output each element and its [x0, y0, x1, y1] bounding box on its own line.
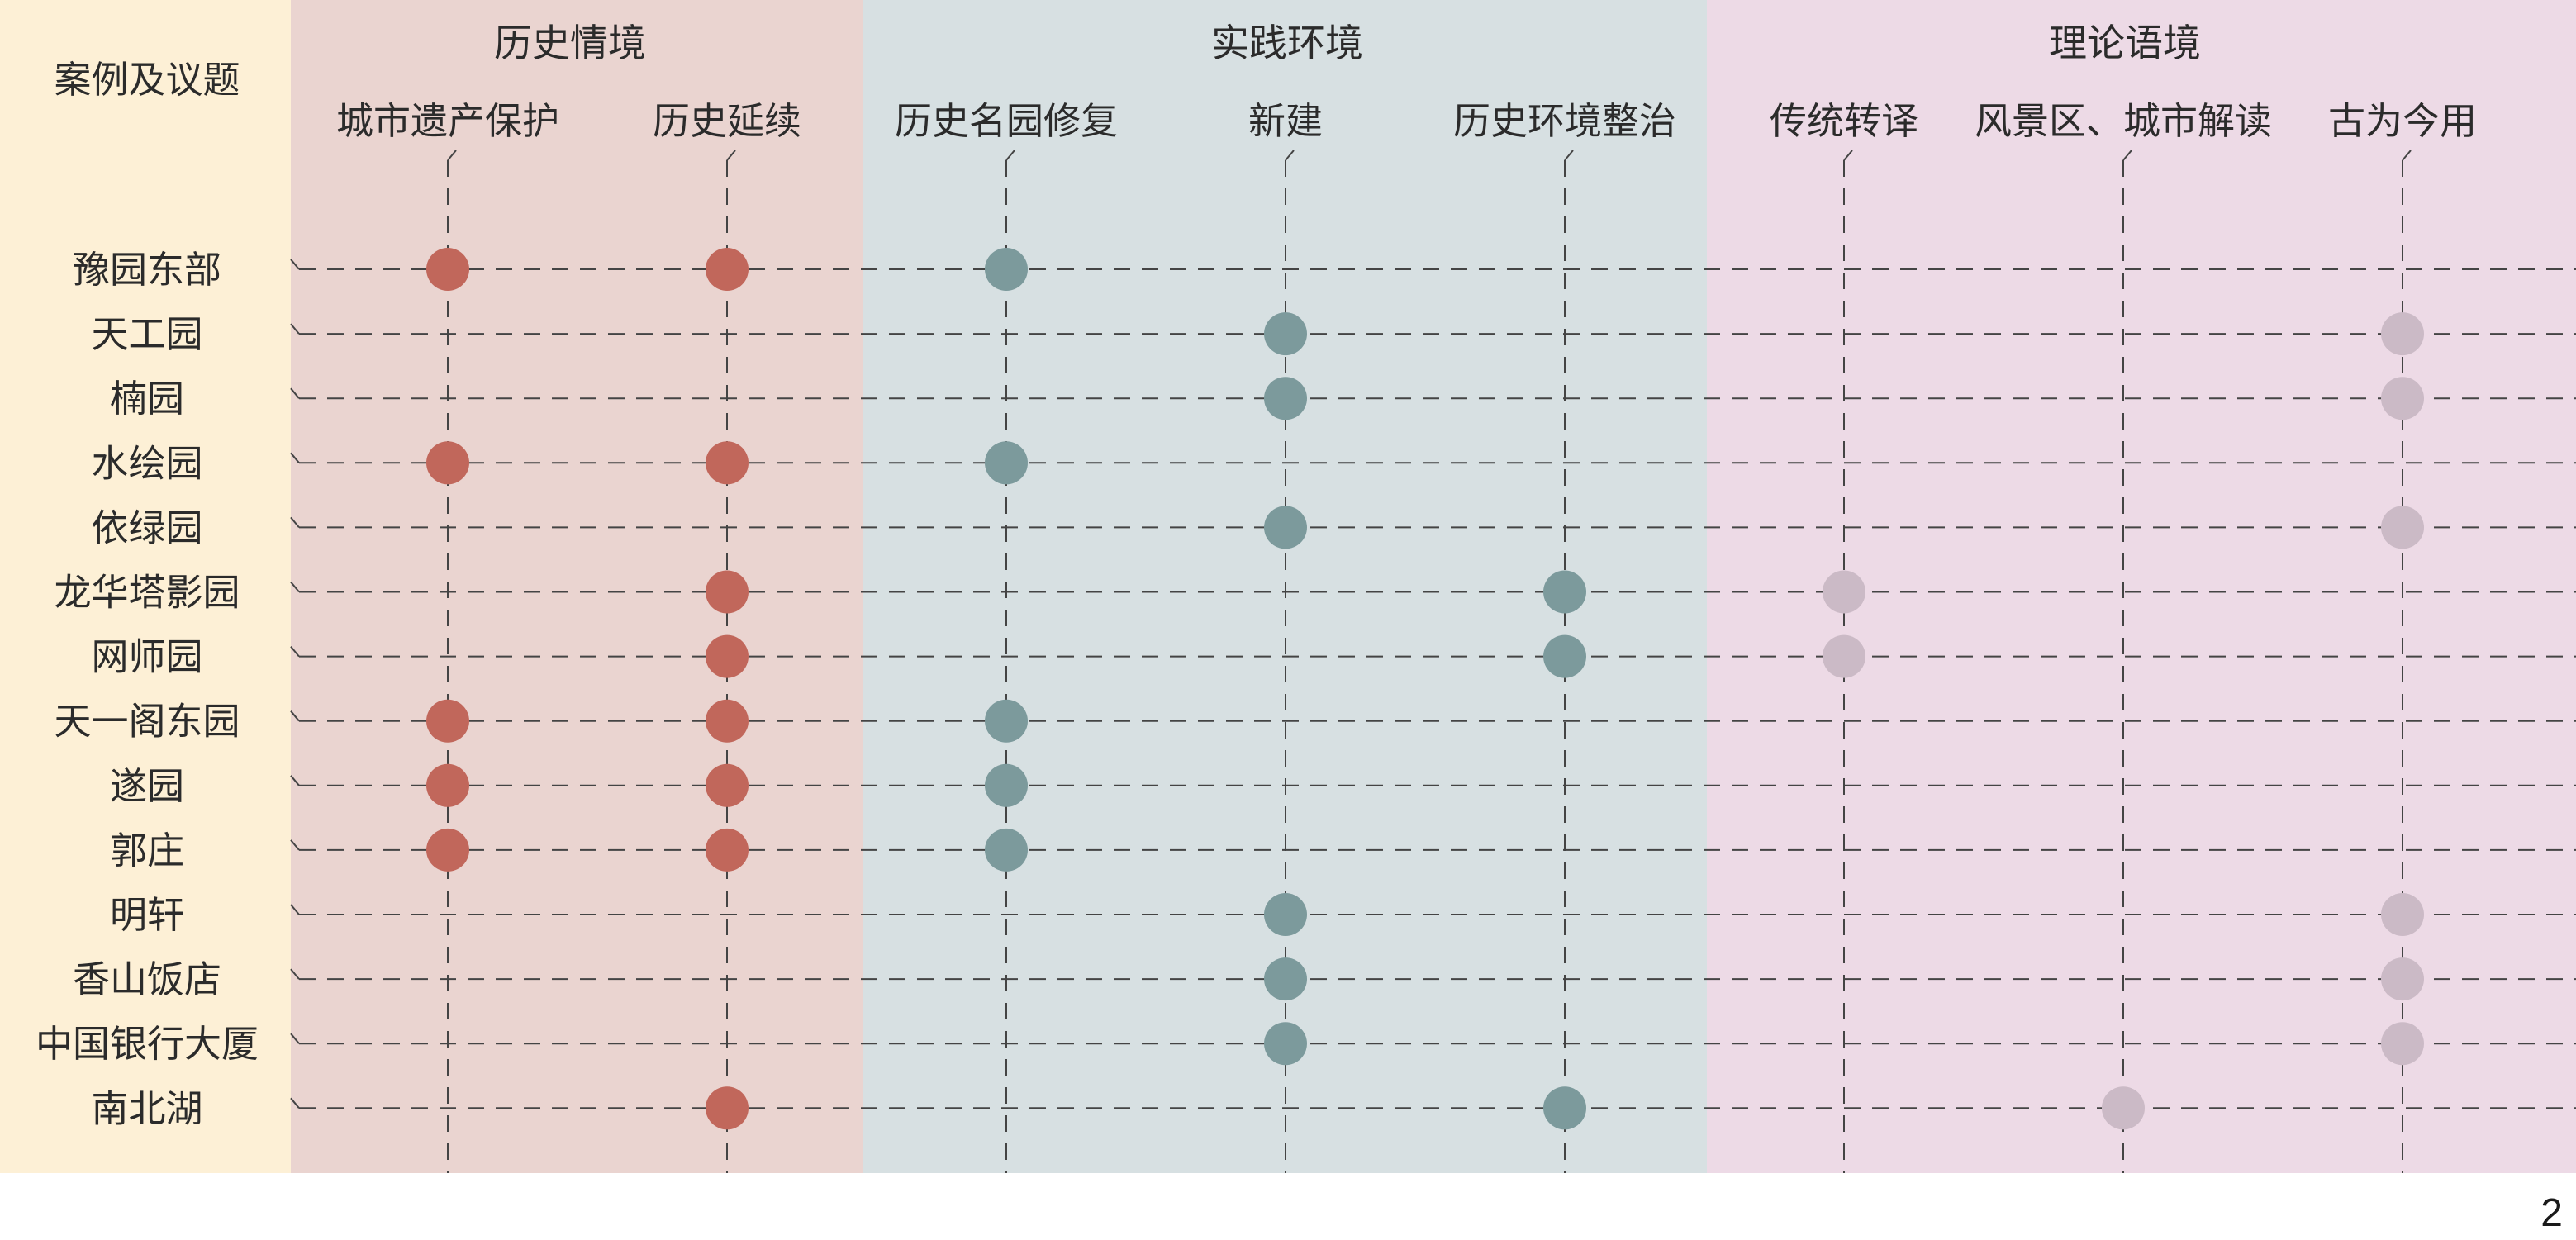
topic-dot-practice — [1264, 1022, 1307, 1066]
topic-dots — [426, 248, 2424, 1130]
topic-dot-theory — [1823, 634, 1865, 678]
topic-dot-practice — [1264, 312, 1307, 356]
row-guide-tick — [290, 645, 300, 658]
topic-dot-history — [426, 763, 469, 807]
row-guide-tick — [290, 904, 300, 915]
topic-dot-history — [706, 570, 749, 614]
column-guide-tick — [1285, 150, 1295, 161]
column-label: 历史名园修复 — [895, 99, 1118, 143]
case-label: 遂园 — [110, 764, 184, 808]
case-label: 天一阁东园 — [54, 700, 240, 744]
row-guide-lines — [290, 259, 2576, 1109]
row-guide-tick — [290, 581, 300, 593]
topic-dot-history — [706, 441, 749, 485]
row-guide-tick — [290, 968, 300, 980]
case-label: 楠园 — [110, 377, 184, 420]
row-guide-tick — [290, 323, 300, 335]
column-label: 历史延续 — [653, 99, 801, 143]
case-labels: 豫园东部天工园楠园水绘园依绿园龙华塔影园网师园天一阁东园遂园郭庄明轩香山饭店中国… — [36, 248, 259, 1130]
topic-dot-history — [706, 699, 749, 743]
row-guide-tick — [290, 452, 300, 463]
column-label: 风景区、城市解读 — [1975, 99, 2272, 143]
row-guide-tick — [290, 387, 300, 399]
topic-dot-history — [706, 634, 749, 678]
case-label-band — [0, 0, 291, 1173]
column-guide-tick — [1005, 150, 1015, 161]
column-guide-tick — [2402, 150, 2412, 161]
topic-dot-history — [426, 248, 469, 291]
topic-dot-history — [706, 763, 749, 807]
column-guide-tick — [726, 150, 736, 161]
topic-dot-practice — [1264, 893, 1307, 936]
topic-dot-history — [706, 828, 749, 872]
row-guide-tick — [290, 839, 300, 851]
case-label: 豫园东部 — [73, 248, 221, 292]
case-label: 网师园 — [91, 635, 202, 679]
case-label: 中国银行大厦 — [36, 1022, 259, 1066]
corner-label: 案例及议题 — [54, 58, 240, 102]
row-guide-tick — [290, 516, 300, 529]
topic-dot-practice — [1543, 570, 1586, 614]
row-guide-tick — [290, 710, 300, 722]
topic-dot-practice — [1264, 377, 1307, 420]
topic-dot-practice — [1543, 634, 1586, 678]
case-label: 明轩 — [110, 893, 184, 937]
topic-dot-history — [706, 248, 749, 291]
case-label: 香山饭店 — [73, 957, 221, 1001]
topic-dot-history — [426, 699, 469, 743]
topic-dot-practice — [1264, 506, 1307, 549]
group-labels: 历史情境 实践环境 理论语境 — [494, 21, 2201, 65]
case-label: 南北湖 — [91, 1086, 202, 1130]
column-label: 城市遗产保护 — [336, 99, 559, 143]
column-label: 古为今用 — [2328, 99, 2477, 143]
column-guide-tick — [2122, 150, 2132, 161]
topic-dot-history — [706, 1086, 749, 1130]
topic-dot-theory — [2381, 893, 2424, 936]
column-labels: 城市遗产保护 历史延续 历史名园修复 新建 历史环境整治 传统转译 风景区、城市解读 古为今用 — [336, 99, 2477, 143]
topic-dot-practice — [985, 763, 1028, 807]
topic-dot-practice — [985, 248, 1028, 291]
column-label: 新建 — [1248, 99, 1323, 143]
topic-dot-practice — [985, 699, 1028, 743]
topic-dot-practice — [985, 441, 1028, 485]
column-label: 历史环境整治 — [1453, 99, 1676, 143]
topic-dot-practice — [1543, 1086, 1586, 1130]
group-label-practice: 实践环境 — [1211, 21, 1363, 65]
topic-dot-theory — [2381, 312, 2424, 356]
topic-dot-practice — [985, 828, 1028, 872]
column-guide-tick — [447, 150, 457, 161]
case-label: 郭庄 — [110, 829, 184, 872]
case-label: 水绘园 — [91, 441, 202, 485]
group-label-history: 历史情境 — [494, 21, 646, 65]
case-label: 天工园 — [91, 312, 202, 356]
row-guide-tick — [290, 1097, 300, 1109]
topic-dot-practice — [1264, 957, 1307, 1001]
column-guide-tick — [1564, 150, 1574, 161]
topic-dot-theory — [2102, 1086, 2145, 1130]
column-guide-tick — [1843, 150, 1853, 161]
row-guide-tick — [290, 1033, 300, 1044]
column-label: 传统转译 — [1770, 99, 1918, 143]
topic-dot-history — [426, 828, 469, 872]
row-guide-tick — [290, 259, 300, 270]
row-guide-tick — [290, 775, 300, 786]
topic-dot-theory — [2381, 1022, 2424, 1066]
topic-dot-theory — [2381, 377, 2424, 420]
case-label: 龙华塔影园 — [54, 571, 240, 615]
case-label: 依绿园 — [91, 506, 202, 549]
topic-dot-theory — [2381, 957, 2424, 1001]
group-label-theory: 理论语境 — [2049, 21, 2201, 65]
topic-dot-theory — [1823, 570, 1865, 614]
topic-dot-history — [426, 441, 469, 485]
topic-dot-theory — [2381, 506, 2424, 549]
page-number: 2 — [2540, 1191, 2563, 1235]
history-context-band — [291, 0, 863, 1173]
